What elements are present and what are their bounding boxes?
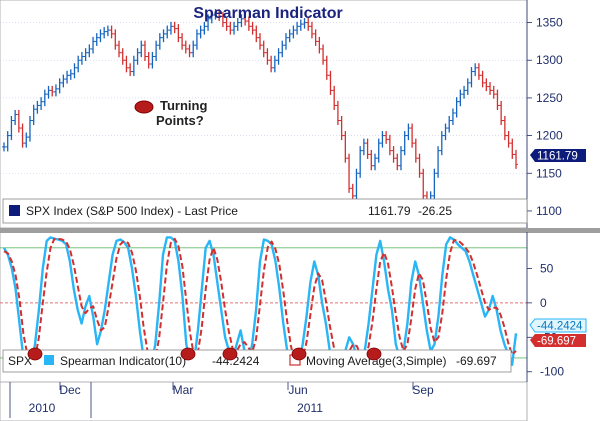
annotation-line-1: Turning	[160, 98, 207, 113]
price-tick-label: 1100	[536, 204, 562, 218]
price-legend-change: -26.25	[418, 204, 452, 218]
indicator-legend-box	[2, 349, 512, 373]
ma-legend-value: -69.697	[456, 354, 497, 368]
price-tick-label: 1300	[536, 53, 563, 67]
month-label: Jun	[288, 383, 307, 397]
spearman-legend-swatch	[44, 355, 54, 365]
annotation-marker	[134, 100, 154, 114]
turning-point-marker	[222, 347, 238, 361]
price-legend-label: SPX Index (S&P 500 Index) - Last Price	[26, 204, 238, 218]
ma-tag-value: -69.697	[537, 336, 576, 348]
turning-points-annotation: Turning Points?	[134, 98, 207, 128]
indicator-tick-label: -100	[540, 365, 564, 379]
ma-last-tag: -69.697	[530, 334, 586, 348]
month-label: Dec	[59, 383, 80, 397]
x-axis: Dec Mar Jun Sep 2010 2011	[9, 382, 434, 418]
price-tick-label: 1150	[536, 166, 562, 180]
price-tick-label: 1200	[536, 129, 563, 143]
month-label: Mar	[173, 383, 194, 397]
turning-point-marker	[366, 347, 382, 361]
indicator-tick-label: 0	[540, 296, 547, 310]
annotation-line-2: Points?	[156, 113, 204, 128]
price-tick-label: 1250	[536, 91, 563, 105]
chart-title: Spearman Indicator	[193, 5, 342, 22]
panel-divider	[0, 228, 600, 233]
indicator-legend-prefix: SPX	[8, 354, 32, 368]
spearman-tag-value: -44.2424	[537, 321, 583, 333]
turning-point-marker	[291, 347, 307, 361]
turning-point-markers	[27, 347, 382, 361]
indicator-tick-label: 50	[540, 261, 554, 275]
ma-tag-shape	[530, 334, 586, 347]
price-tag-shape	[530, 149, 586, 162]
turning-point-marker	[27, 347, 43, 361]
price-tick-label: 1350	[536, 16, 563, 30]
year-label: 2011	[297, 401, 323, 415]
price-y-axis: 1350 1300 1250 1200 1150 1100	[526, 0, 563, 228]
spearman-legend-label: Spearman Indicator(10)	[60, 354, 186, 368]
indicator-legend: SPX Spearman Indicator(10) -44.2424 Movi…	[2, 349, 512, 373]
price-legend-swatch	[9, 205, 20, 216]
turning-point-marker	[180, 347, 196, 361]
price-bars	[2, 9, 518, 216]
moving-average-line	[3, 237, 517, 368]
price-tag-value: 1161.79	[537, 151, 578, 163]
x-axis-area	[0, 381, 528, 421]
month-label: Sep	[412, 383, 434, 397]
spearman-last-tag: -44.2424	[529, 318, 587, 333]
price-legend: SPX Index (S&P 500 Index) - Last Price 1…	[2, 198, 528, 224]
ma-legend-label: Moving Average(3,Simple)	[306, 354, 447, 368]
price-legend-value: 1161.79	[368, 204, 411, 218]
price-legend-box	[2, 198, 528, 224]
price-last-tag: 1161.79	[530, 149, 586, 163]
spearman-tag-shape	[529, 318, 587, 333]
year-label: 2010	[29, 401, 56, 415]
top-plot-frame	[0, 0, 528, 229]
